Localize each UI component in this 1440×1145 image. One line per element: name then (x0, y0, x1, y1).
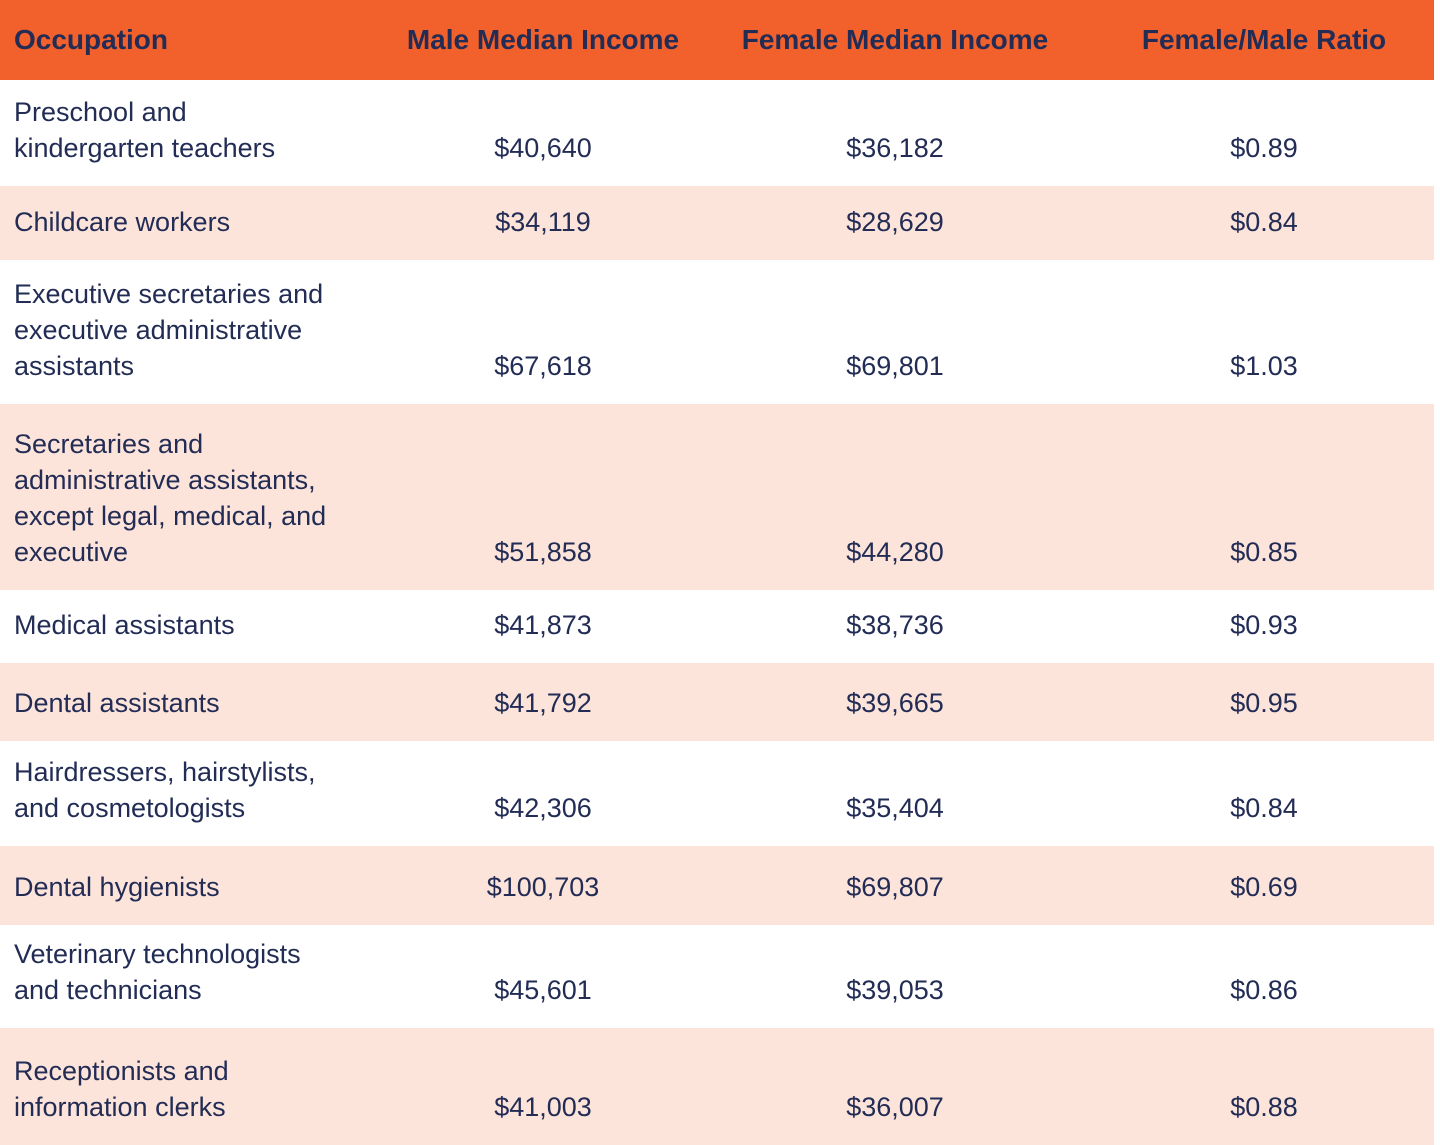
male-median-income-cell: $34,119 (495, 207, 591, 237)
occupation-cell: Receptionists and information clerks (14, 1056, 229, 1122)
female-median-income-cell: $44,280 (846, 537, 944, 567)
occupation-cell: Veterinary technologists and technicians (14, 939, 301, 1005)
male-median-income-cell: $51,858 (494, 537, 592, 567)
male-median-income-cell: $41,003 (494, 1092, 592, 1122)
female-male-ratio-cell: $0.84 (1230, 793, 1298, 823)
female-male-ratio-cell: $0.69 (1230, 872, 1298, 902)
female-median-income-cell: $36,007 (846, 1092, 944, 1122)
table-row: Receptionists and information clerks $41,… (0, 1028, 1434, 1145)
table-row: Dental hygienists $100,703 $69,807 $0.69 (0, 846, 1434, 925)
occupation-cell: Executive secretaries and executive admi… (14, 279, 324, 381)
column-header-female-male-ratio: Female/Male Ratio (1094, 0, 1434, 80)
table-header: Occupation Male Median Income Female Med… (0, 0, 1434, 80)
male-median-income-cell: $42,306 (494, 793, 592, 823)
female-male-ratio-cell: $0.95 (1230, 688, 1298, 718)
table-row: Hairdressers, hairstylists, and cosmetol… (0, 741, 1434, 846)
table-body: Preschool and kindergarten teachers $40,6… (0, 80, 1434, 1145)
female-male-ratio-cell: $1.03 (1230, 351, 1298, 381)
female-male-ratio-cell: $0.89 (1230, 133, 1298, 163)
female-median-income-cell: $39,053 (846, 975, 944, 1005)
male-median-income-cell: $45,601 (494, 975, 592, 1005)
column-header-female-median-income: Female Median Income (696, 0, 1094, 80)
column-header-occupation: Occupation (0, 0, 390, 80)
table-row: Childcare workers $34,119 $28,629 $0.84 (0, 186, 1434, 260)
occupation-cell: Preschool and kindergarten teachers (14, 97, 276, 163)
female-median-income-cell: $36,182 (846, 133, 944, 163)
table-row: Dental assistants $41,792 $39,665 $0.95 (0, 663, 1434, 741)
female-male-ratio-cell: $0.85 (1230, 537, 1298, 567)
table-row: Medical assistants $41,873 $38,736 $0.93 (0, 590, 1434, 663)
male-median-income-cell: $40,640 (494, 133, 592, 163)
table-row: Secretaries and administrative assistant… (0, 404, 1434, 590)
female-median-income-cell: $39,665 (846, 688, 944, 718)
occupation-cell: Childcare workers (14, 207, 231, 237)
male-median-income-cell: $41,873 (494, 610, 592, 640)
column-header-male-median-income: Male Median Income (390, 0, 696, 80)
occupation-cell: Secretaries and administrative assistant… (14, 429, 327, 567)
female-male-ratio-cell: $0.86 (1230, 975, 1298, 1005)
female-male-ratio-cell: $0.88 (1230, 1092, 1298, 1122)
female-male-ratio-cell: $0.84 (1230, 207, 1298, 237)
table-row: Veterinary technologists and technicians… (0, 925, 1434, 1028)
female-male-ratio-cell: $0.93 (1230, 610, 1298, 640)
occupation-cell: Medical assistants (14, 610, 235, 640)
occupation-cell: Dental assistants (14, 688, 220, 718)
header-row: Occupation Male Median Income Female Med… (0, 0, 1434, 80)
male-median-income-cell: $41,792 (494, 688, 592, 718)
male-median-income-cell: $67,618 (494, 351, 592, 381)
table-row: Preschool and kindergarten teachers $40,6… (0, 80, 1434, 186)
occupation-cell: Dental hygienists (14, 872, 220, 902)
female-median-income-cell: $69,807 (846, 872, 944, 902)
female-median-income-cell: $35,404 (846, 793, 944, 823)
table-row: Executive secretaries and executive admi… (0, 260, 1434, 404)
female-median-income-cell: $38,736 (846, 610, 944, 640)
occupation-cell: Hairdressers, hairstylists, and cosmetol… (14, 757, 316, 823)
female-median-income-cell: $28,629 (846, 207, 944, 237)
female-median-income-cell: $69,801 (846, 351, 944, 381)
male-median-income-cell: $100,703 (486, 872, 600, 902)
